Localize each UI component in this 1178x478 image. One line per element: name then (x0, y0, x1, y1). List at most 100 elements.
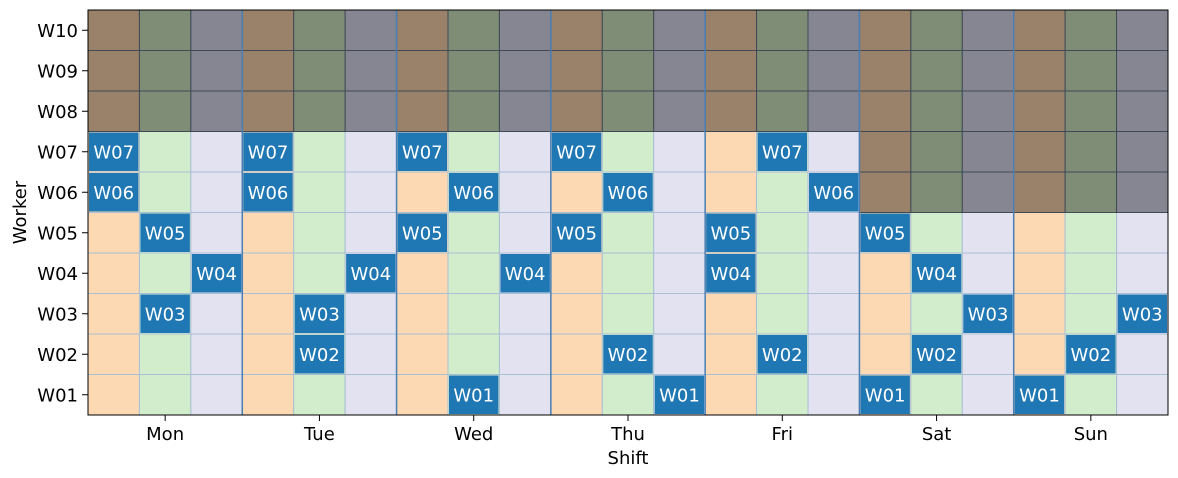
assigned-cell-label: W05 (556, 223, 597, 244)
cell-w07-tue-s3 (344, 131, 398, 173)
assigned-cell-w04 (500, 254, 550, 293)
cell-w10-sat-s2 (910, 9, 963, 51)
assigned-cell-w07 (757, 132, 807, 171)
assigned-cell-label: W02 (608, 345, 649, 366)
cell-w04-sat-s1 (858, 252, 912, 294)
cell-w10-sun-s1 (1013, 9, 1066, 51)
cell-w01-mon-s2 (138, 374, 192, 416)
cell-w10-fri-s2 (756, 9, 809, 51)
cell-w10-fri-s1 (704, 9, 758, 51)
cell-w03-fri-s1 (704, 293, 758, 335)
cell-w01-mon-s3 (190, 374, 243, 416)
cell-w03-sat-s2 (910, 293, 963, 335)
cell-w02-mon-s3 (190, 333, 243, 375)
x-axis-ticks: Mon Tue Wed Thu Fri Sat Sun (146, 415, 1108, 445)
y-tick-label: W04 (37, 264, 78, 285)
y-axis-label: Worker (10, 180, 31, 244)
cell-w06-wed-s1 (396, 171, 449, 213)
cell-w10-mon-s3 (190, 9, 243, 51)
assigned-cell-label: W07 (248, 142, 289, 163)
cell-w08-mon-s1 (87, 90, 140, 132)
cell-w05-sun-s1 (1013, 212, 1066, 254)
cell-w10-thu-s3 (653, 9, 706, 51)
assigned-cell-w07 (243, 132, 293, 171)
assigned-cell-w06 (89, 173, 139, 212)
cell-w02-thu-s1 (550, 333, 603, 375)
assigned-cell-w06 (243, 173, 293, 212)
cell-w10-thu-s2 (601, 9, 655, 51)
cell-w05-wed-s3 (498, 212, 552, 254)
assigned-cell-label: W03 (968, 304, 1009, 325)
assigned-cell-w02 (911, 335, 962, 374)
cell-w09-tue-s2 (293, 50, 346, 92)
cell-w09-thu-s1 (550, 50, 603, 92)
cell-w05-wed-s2 (447, 212, 500, 254)
cell-w05-sun-s3 (1116, 212, 1169, 254)
cell-w03-tue-s3 (344, 293, 398, 335)
assigned-cell-label: W04 (916, 264, 957, 285)
assigned-cell-w05 (860, 213, 910, 252)
cell-w10-tue-s3 (344, 9, 398, 51)
cell-w10-tue-s2 (293, 9, 346, 51)
cell-w07-mon-s3 (190, 131, 243, 173)
cell-w03-mon-s3 (190, 293, 243, 335)
x-axis-label: Shift (608, 448, 649, 469)
cell-w04-wed-s2 (447, 252, 500, 294)
cell-w10-mon-s1 (87, 9, 140, 51)
assigned-cell-label: W01 (1019, 385, 1060, 406)
cell-w06-sat-s1 (858, 171, 912, 213)
cell-w01-wed-s1 (396, 374, 449, 416)
assigned-cell-w01 (1014, 375, 1065, 414)
cell-w02-mon-s1 (87, 333, 140, 375)
cell-w01-tue-s3 (344, 374, 398, 416)
assigned-cell-w05 (397, 213, 447, 252)
cell-w02-tue-s3 (344, 333, 398, 375)
y-tick-label: W05 (37, 223, 78, 244)
cell-w10-fri-s3 (807, 9, 860, 51)
cell-w01-fri-s3 (807, 374, 860, 416)
cell-w09-fri-s2 (756, 50, 809, 92)
cell-w08-sun-s3 (1116, 90, 1169, 132)
cell-w09-thu-s2 (601, 50, 655, 92)
assigned-cell-w05 (551, 213, 602, 252)
cell-w01-sat-s3 (961, 374, 1015, 416)
assigned-cell-label: W04 (711, 264, 752, 285)
cell-w04-thu-s2 (601, 252, 655, 294)
assigned-cell-label: W05 (865, 223, 906, 244)
cell-w02-wed-s2 (447, 333, 500, 375)
cell-w07-sun-s3 (1116, 131, 1169, 173)
cell-w08-tue-s3 (344, 90, 398, 132)
cell-w08-sat-s1 (858, 90, 912, 132)
cell-w05-thu-s3 (653, 212, 706, 254)
cell-w10-tue-s1 (241, 9, 295, 51)
cell-w03-tue-s1 (241, 293, 295, 335)
x-tick-label: Sun (1074, 424, 1108, 445)
assigned-cell-w06 (809, 173, 859, 212)
cell-w09-sun-s1 (1013, 50, 1066, 92)
cell-w01-wed-s3 (498, 374, 552, 416)
cell-w08-thu-s2 (601, 90, 655, 132)
cell-w05-sun-s2 (1064, 212, 1118, 254)
assigned-cell-w01 (449, 375, 499, 414)
cell-w02-sat-s3 (961, 333, 1015, 375)
assigned-cell-label: W07 (762, 142, 803, 163)
cell-w04-sun-s1 (1013, 252, 1066, 294)
cell-w05-fri-s2 (756, 212, 809, 254)
day-separators (241, 10, 1015, 415)
assigned-cell-w03 (140, 294, 190, 333)
cell-w02-thu-s3 (653, 333, 706, 375)
cell-w10-wed-s3 (498, 9, 552, 51)
cell-w08-fri-s1 (704, 90, 758, 132)
cell-w01-sun-s2 (1064, 374, 1118, 416)
assigned-cell-w07 (89, 132, 139, 171)
x-tick-label: Sat (922, 424, 952, 445)
cell-w06-thu-s3 (653, 171, 706, 213)
assigned-cell-w03 (1117, 294, 1167, 333)
assigned-cell-w06 (449, 173, 499, 212)
cell-w07-wed-s3 (498, 131, 552, 173)
cell-w06-sun-s1 (1013, 171, 1066, 213)
assigned-cell-label: W06 (93, 183, 134, 204)
x-tick-label: Fri (772, 424, 793, 445)
assigned-cell-label: W03 (1122, 304, 1163, 325)
cell-w01-tue-s2 (293, 374, 346, 416)
